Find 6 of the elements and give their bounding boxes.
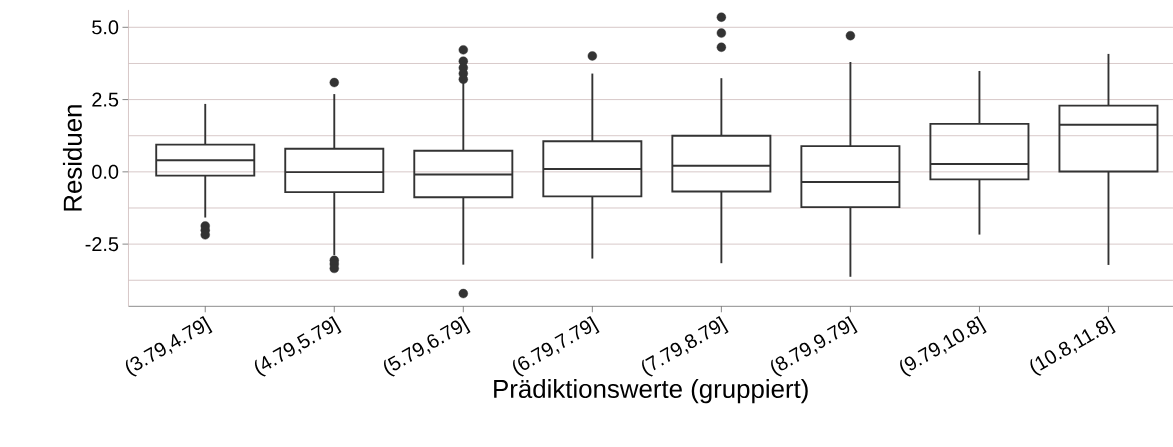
y-axis-title: Residuen (62, 105, 82, 211)
y-tick-label: 5.0 (92, 20, 119, 35)
y-tick-label: 0.0 (92, 164, 119, 179)
y-tick-label: 2.5 (92, 92, 119, 107)
y-tick-label: -2.5 (85, 237, 119, 252)
x-axis-title: Prädiktionswerte (gruppiert) (494, 379, 808, 404)
